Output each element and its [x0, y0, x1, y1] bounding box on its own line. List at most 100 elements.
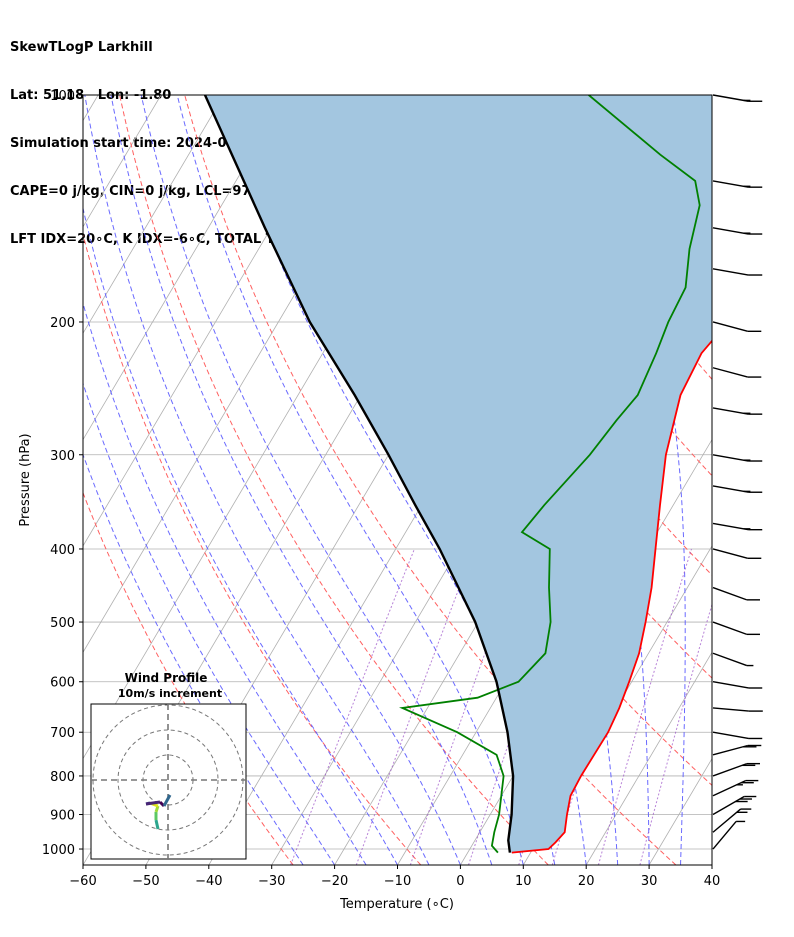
y-tick-label: 400	[50, 543, 75, 558]
moist-adiabat	[83, 206, 398, 865]
barb-staff	[712, 762, 748, 777]
barb-staff	[712, 820, 737, 850]
isotherm	[711, 864, 712, 865]
moist-adiabat	[83, 301, 367, 865]
mixing-ratio-line	[355, 548, 475, 865]
series-dewpoint	[399, 95, 701, 854]
y-tick-label: 800	[50, 770, 75, 785]
isotherm	[585, 651, 712, 865]
moist-adiabat	[83, 453, 304, 865]
moist-adiabat	[83, 381, 336, 865]
x-axis-label: Temperature (∘C)	[339, 897, 454, 912]
y-axis-label: Pressure (hPa)	[18, 433, 33, 526]
wind-barb	[712, 795, 757, 816]
barb-staff	[712, 744, 748, 756]
moist-adiabat	[84, 95, 430, 865]
barb-staff	[712, 621, 748, 636]
wind-barb	[712, 268, 763, 276]
barb-staff	[712, 779, 746, 797]
wind-barb	[712, 731, 763, 740]
x-tick-label: −10	[384, 874, 411, 889]
mixing-ratio-line	[468, 548, 576, 865]
barb-staff	[712, 321, 748, 332]
mixing-ratio-line	[290, 548, 415, 865]
wind-barb	[712, 652, 754, 667]
barb-staff	[712, 367, 748, 378]
y-tick-label: 500	[50, 616, 75, 631]
barb-staff	[712, 485, 749, 493]
wind-barb	[712, 621, 760, 636]
barb-staff	[712, 586, 748, 601]
isotherm	[83, 95, 162, 228]
y-tick-label: 900	[50, 809, 75, 824]
barb-staff	[712, 795, 745, 816]
x-tick-label: 0	[456, 874, 464, 889]
y-tick-label: 300	[50, 449, 75, 464]
barb-staff	[712, 268, 749, 276]
wind-barb	[712, 744, 762, 756]
barb-staff	[712, 94, 749, 102]
hodograph-segment	[154, 805, 160, 813]
y-tick-label: 100	[50, 89, 75, 104]
wind-barb	[712, 367, 762, 378]
wind-barb	[712, 820, 746, 850]
mixing-ratio-line	[597, 548, 692, 865]
inset-subtitle: 10m/s increment	[118, 687, 222, 700]
wind-barb	[712, 227, 763, 235]
x-tick-label: 30	[641, 874, 658, 889]
barb-staff	[712, 180, 749, 188]
wind-barb	[712, 681, 763, 689]
dry-adiabat	[119, 95, 549, 865]
barb-staff	[712, 407, 749, 415]
x-tick-label: −40	[195, 874, 222, 889]
wind-barb	[712, 321, 762, 333]
x-tick-label: −60	[69, 874, 96, 889]
x-tick-label: −20	[321, 874, 348, 889]
chart-title: SkewTLogP Larkhill	[10, 40, 153, 55]
barb-staff	[712, 522, 749, 531]
y-tick-label: 600	[50, 676, 75, 691]
series-temperature	[511, 339, 712, 854]
wind-barb	[712, 808, 752, 833]
dry-adiabat	[184, 95, 677, 865]
mixing-ratio-line	[409, 548, 524, 865]
wind-barb	[712, 779, 759, 797]
series-parcel	[203, 95, 515, 853]
mixing-ratio-line	[639, 602, 712, 865]
barb-staff	[712, 454, 749, 462]
wind-barb	[712, 407, 763, 415]
y-tick-label: 700	[50, 726, 75, 741]
x-tick-label: −50	[132, 874, 159, 889]
barb-staff	[712, 681, 749, 689]
wind-barb	[712, 454, 763, 462]
wind-barb	[712, 707, 763, 712]
hodograph-segment	[145, 800, 161, 806]
isotherm	[83, 95, 225, 335]
wind-barb	[712, 586, 760, 601]
wind-barb	[712, 94, 763, 102]
wind-barb	[712, 180, 763, 188]
barb-staff	[712, 808, 742, 833]
barb-staff	[712, 731, 749, 740]
y-tick-label: 200	[50, 316, 75, 331]
hodograph-segment	[162, 794, 172, 807]
barb-staff	[712, 548, 748, 559]
moist-adiabat	[176, 95, 524, 865]
wind-barb	[712, 485, 763, 493]
moist-adiabat	[110, 95, 461, 865]
wind-barb	[712, 548, 762, 559]
inset-title: Wind Profile	[125, 671, 208, 685]
dry-adiabat	[83, 491, 294, 865]
x-tick-label: 40	[704, 874, 721, 889]
barb-staff	[712, 652, 748, 667]
isotherm	[83, 95, 288, 441]
y-tick-label: 1000	[42, 843, 75, 858]
moist-adiabat	[140, 95, 493, 865]
wind-barb	[712, 522, 763, 531]
barb-staff	[712, 707, 749, 712]
cape-shading	[205, 95, 712, 853]
barb-staff	[712, 227, 749, 235]
x-tick-label: 20	[578, 874, 595, 889]
wind-barb	[712, 762, 760, 777]
